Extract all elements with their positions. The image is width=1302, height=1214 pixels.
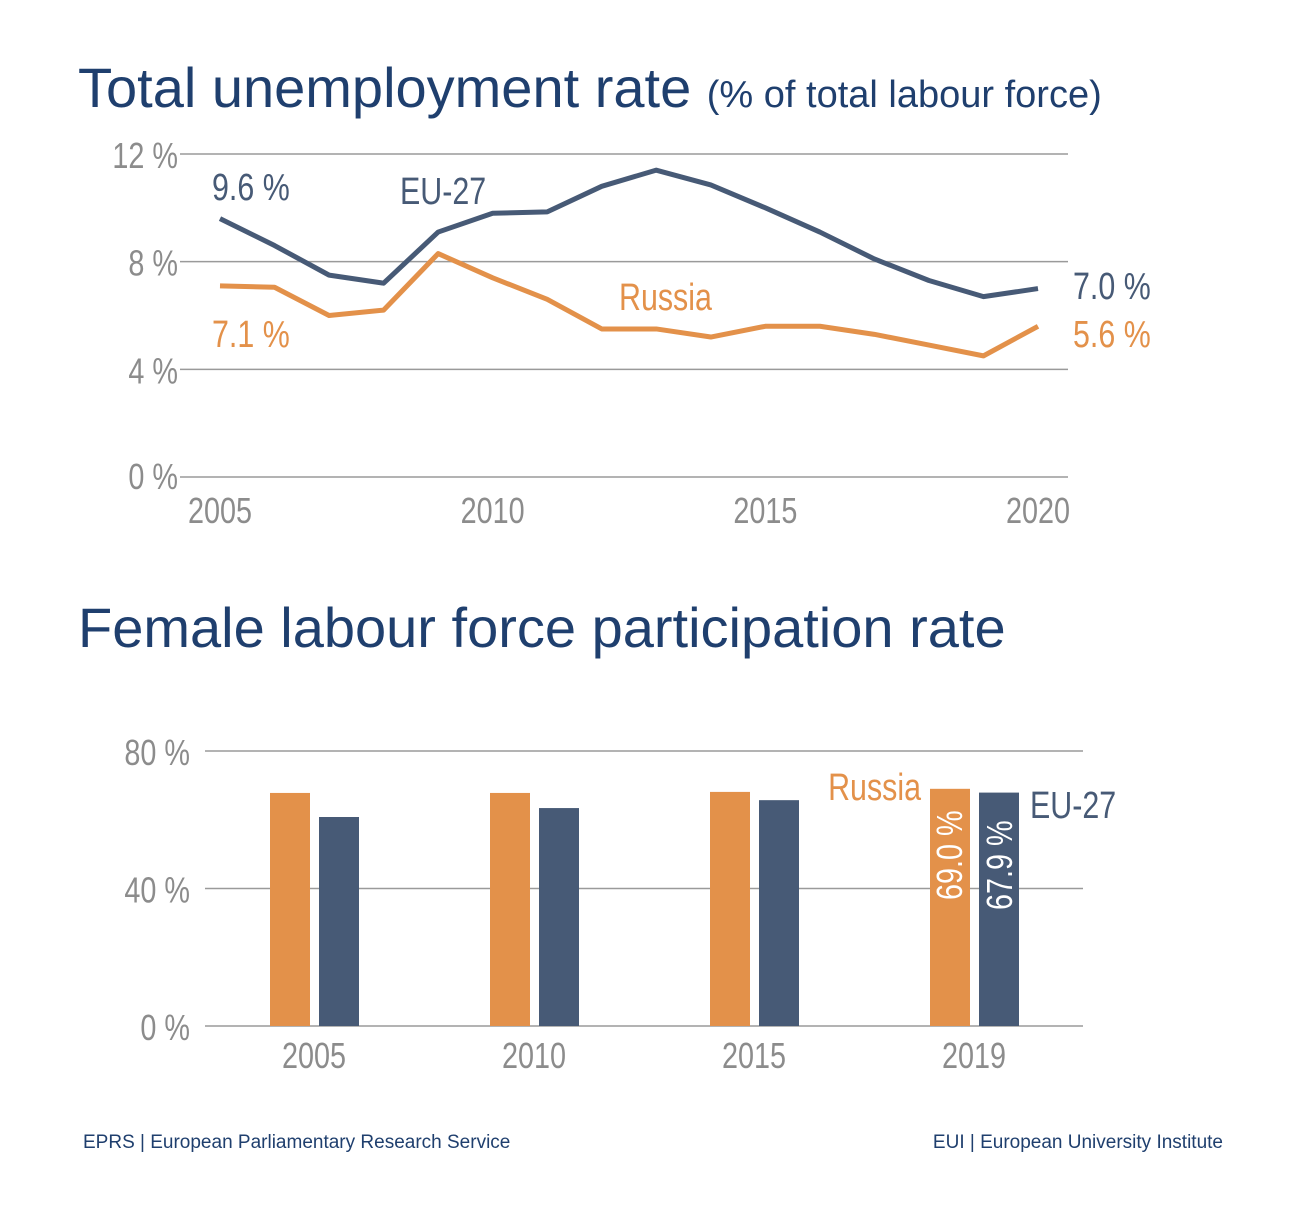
footer-eui: EUI | European University Institute bbox=[932, 1132, 1223, 1153]
russia-start-label: 7.1 % bbox=[212, 314, 290, 356]
bar-eu-27-2015 bbox=[759, 800, 799, 1026]
x-tick-label: 2015 bbox=[722, 1035, 786, 1076]
bar-eu-27-2005 bbox=[319, 817, 359, 1026]
footer-eprs: EPRS | European Parliamentary Research S… bbox=[83, 1132, 511, 1153]
bar-eu-27-2019 bbox=[979, 792, 1019, 1026]
x-tick-label: 2019 bbox=[942, 1035, 1006, 1076]
eu27-start-label: 9.6 % bbox=[212, 167, 290, 209]
x-tick-label: 2005 bbox=[282, 1035, 346, 1076]
y-tick-label: 80 % bbox=[124, 732, 190, 773]
bar-russia-2010 bbox=[490, 792, 530, 1026]
x-tick-label: 2020 bbox=[1006, 490, 1070, 531]
title-main: Total unemployment rate bbox=[78, 56, 692, 119]
bar-russia-2005 bbox=[270, 792, 310, 1026]
russia-bar-legend-label: Russia bbox=[828, 767, 922, 809]
y-tick-label: 4 % bbox=[128, 350, 178, 391]
russia-2019-value-label: 69.0 % bbox=[929, 810, 970, 900]
bar-russia-2019 bbox=[930, 788, 970, 1026]
line-eu-27 bbox=[218, 167, 1039, 300]
x-tick-label: 2010 bbox=[461, 490, 525, 531]
line-russia bbox=[219, 251, 1040, 359]
title-subtitle: (% of total labour force) bbox=[706, 74, 1102, 116]
bar-eu-27-2010 bbox=[539, 808, 579, 1026]
x-tick-label: 2010 bbox=[502, 1035, 566, 1076]
eu27-series-label: EU-27 bbox=[400, 171, 486, 213]
x-tick-label: 2015 bbox=[733, 490, 797, 531]
bar-chart-title: Female labour force participation rate bbox=[78, 596, 1006, 659]
y-tick-label: 8 % bbox=[128, 243, 178, 284]
eu27-end-label: 7.0 % bbox=[1073, 266, 1151, 308]
eu27-2019-value-label: 67.9 % bbox=[979, 820, 1020, 910]
y-tick-label: 0 % bbox=[140, 1007, 190, 1048]
bar-russia-2015 bbox=[710, 791, 750, 1026]
y-tick-label: 40 % bbox=[124, 869, 190, 910]
russia-series-label: Russia bbox=[619, 277, 713, 319]
y-tick-label: 12 % bbox=[112, 135, 178, 176]
y-tick-label: 0 % bbox=[128, 456, 178, 497]
russia-end-label: 5.6 % bbox=[1073, 314, 1151, 356]
x-tick-label: 2005 bbox=[188, 490, 252, 531]
line-chart-title: Total unemployment rate (% of total labo… bbox=[78, 55, 1102, 120]
eu27-bar-legend-label: EU-27 bbox=[1030, 785, 1116, 827]
